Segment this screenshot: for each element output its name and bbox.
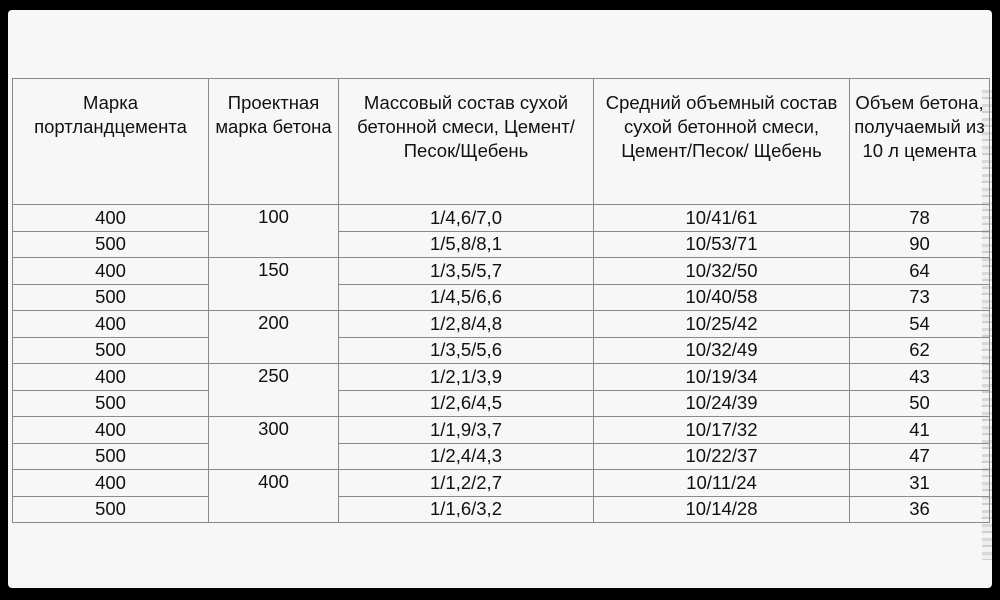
- cell-mass-composition: 1/2,1/3,9: [338, 363, 594, 391]
- cell-concrete-volume: 31: [849, 469, 990, 497]
- cell-volume-composition: 10/40/58: [593, 283, 850, 311]
- cell-concrete-volume: 47: [849, 442, 990, 470]
- header-concrete-volume: Объем бетона, получаемый из 10 л цемента: [849, 78, 990, 205]
- cell-cement-brand: 400: [12, 416, 209, 444]
- cell-mass-composition: 1/4,5/6,6: [338, 283, 594, 311]
- cell-concrete-volume: 90: [849, 230, 990, 258]
- table-row: 500 1/2,6/4,5 10/24/39 50: [12, 389, 990, 417]
- table-row: 500 1/2,4/4,3 10/22/37 47: [12, 442, 990, 470]
- cell-mass-composition: 1/2,8/4,8: [338, 310, 594, 338]
- cell-concrete-volume: 62: [849, 336, 990, 364]
- table-row: 400 400 1/1,2/2,7 10/11/24 31: [12, 469, 990, 523]
- image-frame: Марка портландцемента Проектная марка бе…: [8, 10, 992, 588]
- cell-concrete-grade: 300: [208, 416, 339, 470]
- cell-mass-composition: 1/3,5/5,6: [338, 336, 594, 364]
- cell-cement-brand: 500: [12, 442, 209, 470]
- cell-cement-brand: 400: [12, 469, 209, 497]
- cell-volume-composition: 10/19/34: [593, 363, 850, 391]
- cell-mass-composition: 1/1,2/2,7: [338, 469, 594, 497]
- table-row: 500 1/1,6/3,2 10/14/28 36: [12, 495, 990, 523]
- cell-volume-composition: 10/32/50: [593, 257, 850, 285]
- table-row: 500 1/3,5/5,6 10/32/49 62: [12, 336, 990, 364]
- cell-mass-composition: 1/2,6/4,5: [338, 389, 594, 417]
- table-row: 400 200 1/2,8/4,8 10/25/42 54: [12, 310, 990, 364]
- cell-volume-composition: 10/53/71: [593, 230, 850, 258]
- cell-cement-brand: 500: [12, 389, 209, 417]
- cell-cement-brand: 500: [12, 336, 209, 364]
- cell-concrete-volume: 43: [849, 363, 990, 391]
- cell-concrete-volume: 54: [849, 310, 990, 338]
- cell-concrete-volume: 64: [849, 257, 990, 285]
- cell-cement-brand: 400: [12, 363, 209, 391]
- cell-volume-composition: 10/14/28: [593, 495, 850, 523]
- cell-mass-composition: 1/2,4/4,3: [338, 442, 594, 470]
- cell-cement-brand: 500: [12, 230, 209, 258]
- cell-mass-composition: 1/1,9/3,7: [338, 416, 594, 444]
- cell-cement-brand: 400: [12, 204, 209, 232]
- table-row: 400 300 1/1,9/3,7 10/17/32 41: [12, 416, 990, 470]
- cell-volume-composition: 10/24/39: [593, 389, 850, 417]
- cell-concrete-volume: 73: [849, 283, 990, 311]
- cell-concrete-grade: 150: [208, 257, 339, 311]
- cell-mass-composition: 1/3,5/5,7: [338, 257, 594, 285]
- table-row: 400 150 1/3,5/5,7 10/32/50 64: [12, 257, 990, 311]
- cell-concrete-grade: 100: [208, 204, 339, 258]
- cell-cement-brand: 400: [12, 310, 209, 338]
- header-concrete-grade: Проектная марка бетона: [208, 78, 339, 205]
- header-cement-brand: Марка портландцемента: [12, 78, 209, 205]
- cell-mass-composition: 1/4,6/7,0: [338, 204, 594, 232]
- cell-mass-composition: 1/5,8/8,1: [338, 230, 594, 258]
- cell-volume-composition: 10/32/49: [593, 336, 850, 364]
- concrete-mix-table: Марка портландцемента Проектная марка бе…: [12, 78, 990, 523]
- table-body: 400 100 1/4,6/7,0 10/41/61 78 500 1/5,8/8,1 10/…: [12, 204, 990, 523]
- cell-concrete-grade: 400: [208, 469, 339, 523]
- cell-volume-composition: 10/22/37: [593, 442, 850, 470]
- cell-cement-brand: 500: [12, 495, 209, 523]
- cell-volume-composition: 10/17/32: [593, 416, 850, 444]
- table-row: 500 1/4,5/6,6 10/40/58 73: [12, 283, 990, 311]
- cell-cement-brand: 500: [12, 283, 209, 311]
- header-mass-composition: Массовый состав сухой бетонной смеси, Це…: [338, 78, 594, 205]
- cell-concrete-volume: 41: [849, 416, 990, 444]
- table-row: 400 250 1/2,1/3,9 10/19/34 43: [12, 363, 990, 417]
- table-row: 500 1/5,8/8,1 10/53/71 90: [12, 230, 990, 258]
- cell-volume-composition: 10/25/42: [593, 310, 850, 338]
- cell-concrete-grade: 250: [208, 363, 339, 417]
- table-header-row: Марка портландцемента Проектная марка бе…: [12, 78, 990, 205]
- cell-concrete-grade: 200: [208, 310, 339, 364]
- cell-mass-composition: 1/1,6/3,2: [338, 495, 594, 523]
- cell-concrete-volume: 78: [849, 204, 990, 232]
- cell-cement-brand: 400: [12, 257, 209, 285]
- header-volume-composition: Средний объемный состав сухой бетонной с…: [593, 78, 850, 205]
- cell-concrete-volume: 50: [849, 389, 990, 417]
- table-row: 400 100 1/4,6/7,0 10/41/61 78: [12, 204, 990, 258]
- cell-volume-composition: 10/41/61: [593, 204, 850, 232]
- cell-volume-composition: 10/11/24: [593, 469, 850, 497]
- cell-concrete-volume: 36: [849, 495, 990, 523]
